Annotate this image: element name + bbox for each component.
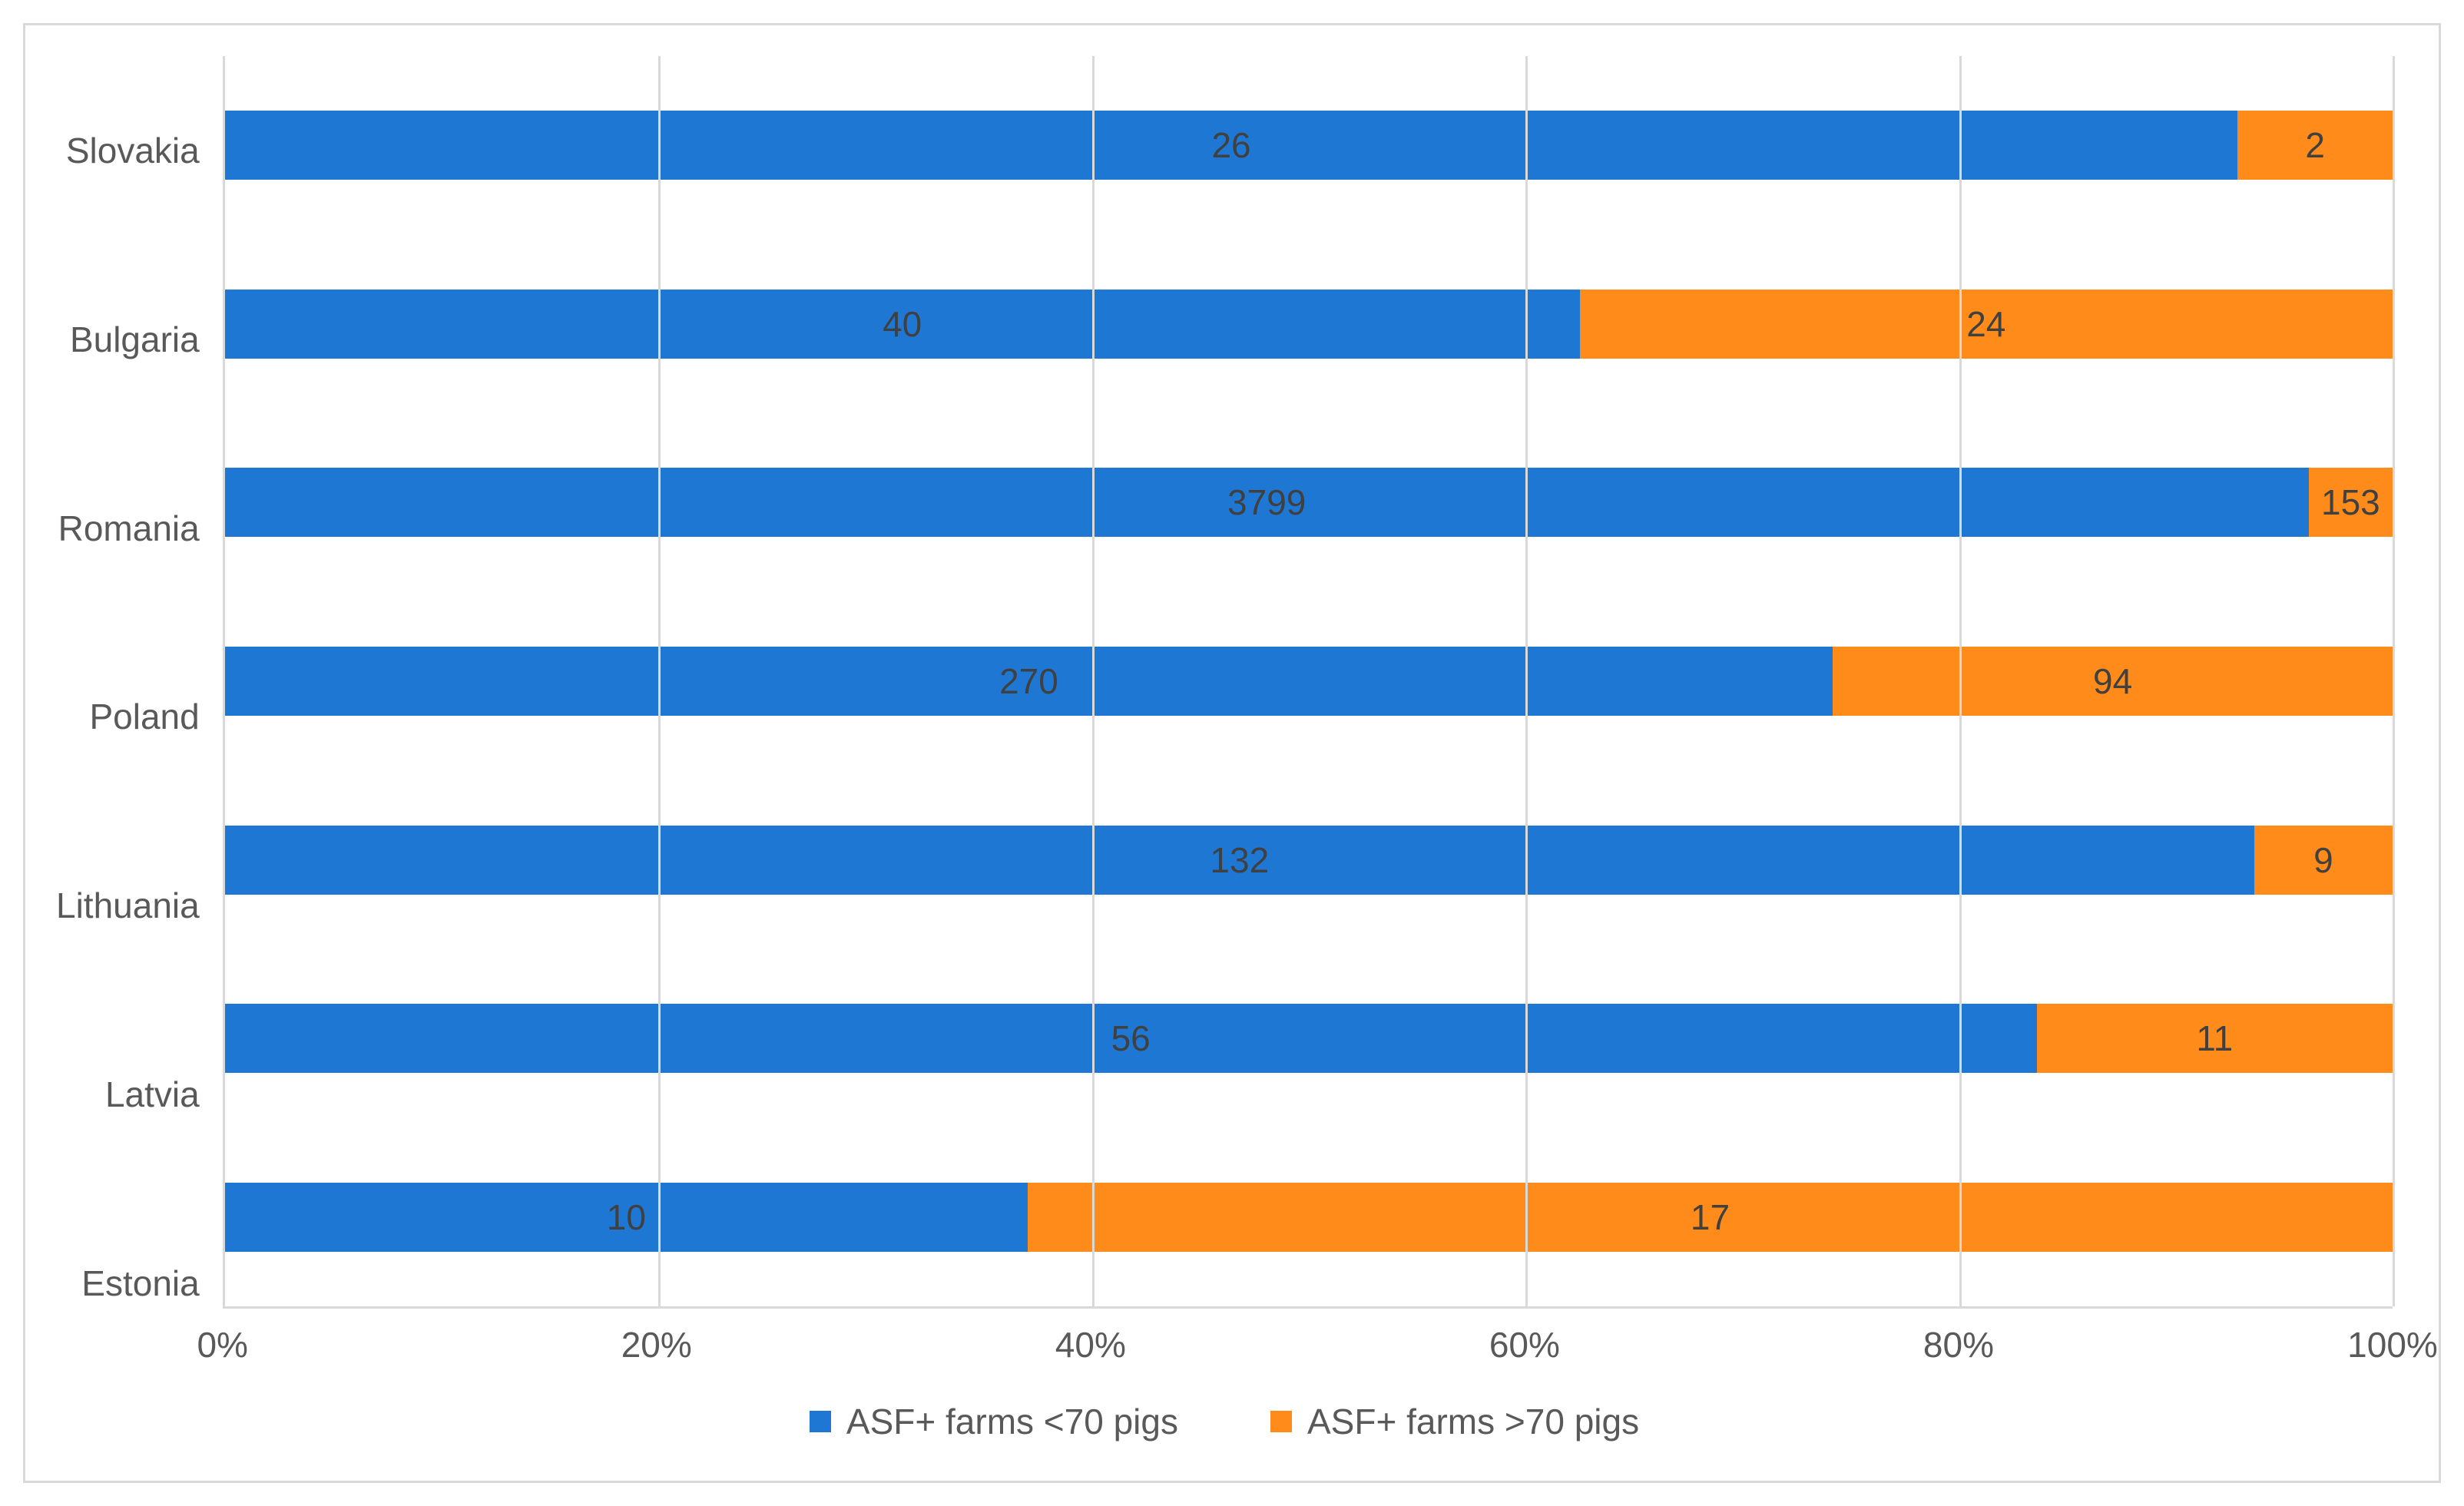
y-axis-label: Lithuania (56, 871, 200, 940)
bar-segment: 24 (1580, 290, 2393, 359)
x-axis-tick: 100% (2347, 1324, 2438, 1365)
y-axis-label: Latvia (56, 1060, 200, 1129)
y-axis-label: Slovakia (56, 116, 200, 185)
legend-label: ASF+ farms <70 pigs (846, 1401, 1178, 1442)
x-axis-tick: 0% (197, 1324, 247, 1365)
bar-segment: 26 (225, 111, 2238, 180)
bar-track: 3799 153 (225, 468, 2393, 537)
bar-row: 56 11 (225, 1004, 2393, 1073)
bar-segment: 2 (2237, 111, 2393, 180)
bar-row: 270 94 (225, 647, 2393, 716)
bar-segment: 132 (225, 826, 2254, 895)
bar-value-label: 56 (1111, 1018, 1151, 1059)
legend-swatch (1270, 1411, 1292, 1432)
bar-segment: 3799 (225, 468, 2309, 537)
plot-and-axis: 2624024379915327094132956111017 0%20%40%… (223, 56, 2393, 1378)
bar-value-label: 270 (999, 660, 1058, 702)
y-axis-label: Bulgaria (56, 305, 200, 374)
bar-value-label: 9 (2313, 839, 2333, 881)
bar-value-label: 10 (607, 1197, 646, 1238)
y-axis-label: Romania (56, 494, 200, 563)
bars-container: 26 2 40 24 3799 153 270 94 132 9 56 11 10 17 (225, 56, 2393, 1306)
bar-track: 10 17 (225, 1183, 2393, 1252)
bar-segment: 270 (225, 647, 1833, 716)
bar-value-label: 94 (2093, 660, 2132, 702)
legend-item: ASF+ farms >70 pigs (1270, 1401, 1639, 1442)
legend-label: ASF+ farms >70 pigs (1307, 1401, 1639, 1442)
bar-segment: 56 (225, 1004, 2037, 1073)
legend-item: ASF+ farms <70 pigs (810, 1401, 1178, 1442)
bar-row: 40 24 (225, 290, 2393, 359)
gridline (2393, 56, 2395, 1306)
bar-value-label: 11 (2196, 1018, 2233, 1059)
bar-row: 10 17 (225, 1183, 2393, 1252)
bar-value-label: 26 (1211, 124, 1250, 166)
bar-value-label: 40 (883, 303, 922, 345)
bar-track: 56 11 (225, 1004, 2393, 1073)
bar-track: 26 2 (225, 111, 2393, 180)
legend-swatch (810, 1411, 831, 1432)
bar-row: 3799 153 (225, 468, 2393, 537)
bar-row: 132 9 (225, 826, 2393, 895)
bar-segment: 17 (1028, 1183, 2393, 1252)
bar-segment: 9 (2254, 826, 2393, 895)
y-axis-label: Estonia (56, 1249, 200, 1318)
x-axis-tick: 40% (1055, 1324, 1126, 1365)
gridline (1959, 56, 1962, 1306)
bar-track: 40 24 (225, 290, 2393, 359)
bar-segment: 40 (225, 290, 1580, 359)
bar-value-label: 2 (2305, 124, 2325, 166)
y-axis-labels: Slovakia Bulgaria Romania Poland Lithuania La… (56, 56, 223, 1378)
x-axis-tick: 60% (1489, 1324, 1560, 1365)
gridline (658, 56, 661, 1306)
plot-area: 26 2 40 24 3799 153 270 94 132 9 56 11 10 17 (223, 56, 2393, 1309)
x-axis: 0%20%40%60%80%100% (223, 1309, 2393, 1378)
bar-value-label: 24 (1966, 303, 2005, 345)
chart-outer: Slovakia Bulgaria Romania Poland Lithuania La… (0, 0, 2464, 1506)
bar-row: 26 2 (225, 111, 2393, 180)
x-axis-tick: 80% (1923, 1324, 1994, 1365)
bar-value-label: 3799 (1227, 482, 1306, 523)
bar-value-label: 153 (2321, 482, 2380, 523)
chart-frame: Slovakia Bulgaria Romania Poland Lithuania La… (23, 23, 2441, 1483)
gridline (1525, 56, 1528, 1306)
gridline (1092, 56, 1095, 1306)
bar-value-label: 17 (1691, 1197, 1730, 1238)
bar-segment: 11 (2037, 1004, 2393, 1073)
bar-segment: 153 (2309, 468, 2393, 537)
y-axis-label: Poland (56, 682, 200, 751)
bar-value-label: 132 (1210, 839, 1269, 881)
legend: ASF+ farms <70 pigs ASF+ farms >70 pigs (56, 1378, 2393, 1465)
x-axis-tick: 20% (621, 1324, 692, 1365)
bar-track: 270 94 (225, 647, 2393, 716)
bar-track: 132 9 (225, 826, 2393, 895)
plot-row: Slovakia Bulgaria Romania Poland Lithuania La… (56, 56, 2393, 1378)
bar-segment: 10 (225, 1183, 1028, 1252)
bar-segment: 94 (1833, 647, 2393, 716)
